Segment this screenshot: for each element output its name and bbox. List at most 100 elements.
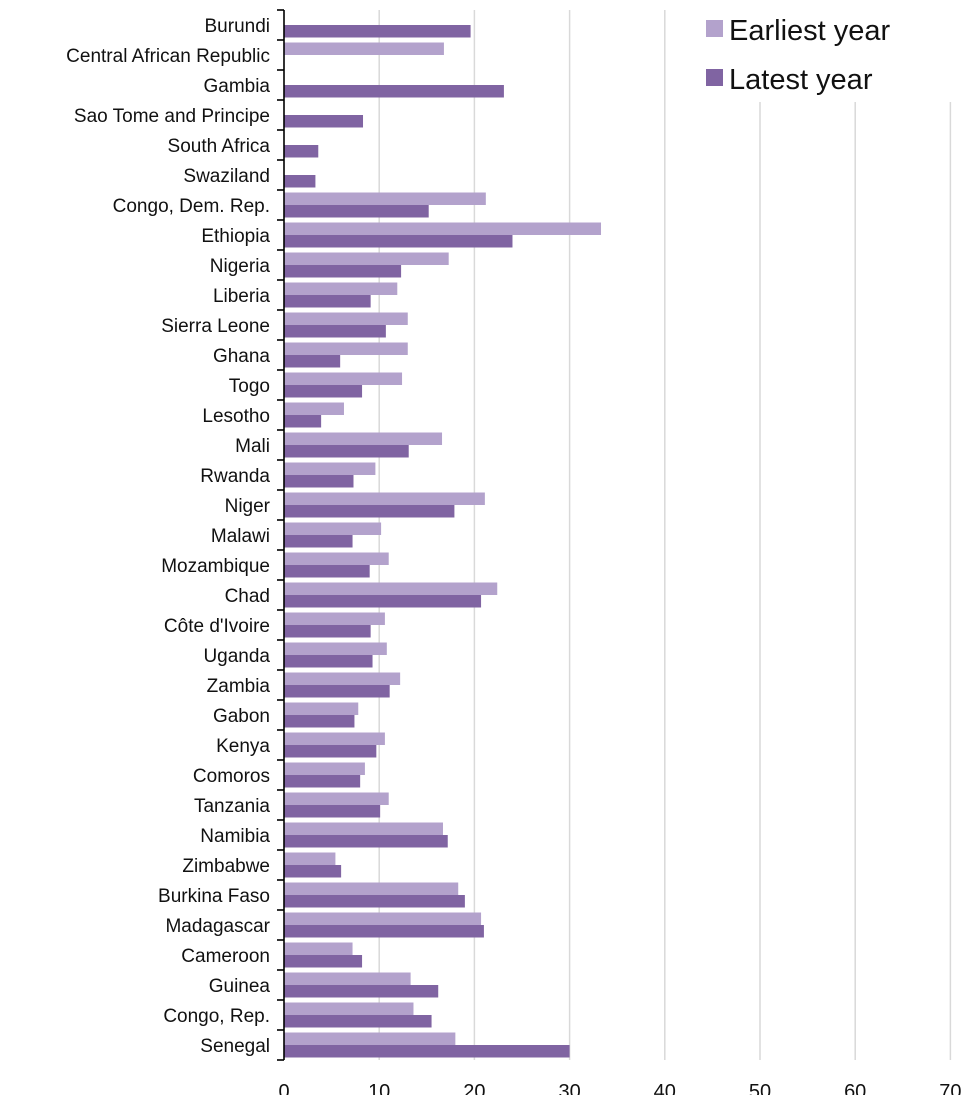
bar-earliest bbox=[284, 372, 403, 385]
bar-earliest bbox=[284, 612, 385, 625]
bar-latest bbox=[284, 175, 316, 188]
bar-earliest bbox=[284, 822, 443, 835]
bar-latest bbox=[284, 715, 355, 728]
x-tick-label: 60 bbox=[844, 1081, 866, 1095]
bar-earliest bbox=[284, 342, 408, 355]
bar-earliest bbox=[284, 762, 365, 775]
bar-latest bbox=[284, 265, 402, 278]
category-label: Central African Republic bbox=[66, 46, 270, 67]
category-label: Namibia bbox=[200, 826, 270, 847]
bar-latest bbox=[284, 505, 455, 518]
bar-earliest bbox=[284, 492, 485, 505]
bar-latest bbox=[284, 775, 361, 788]
bar-latest bbox=[284, 535, 353, 548]
bar-latest bbox=[284, 655, 373, 668]
bar-latest bbox=[284, 565, 370, 578]
bar-earliest bbox=[284, 312, 408, 325]
bar-latest bbox=[284, 295, 371, 308]
category-label: Nigeria bbox=[210, 256, 271, 277]
bar-earliest bbox=[284, 642, 387, 655]
x-tick-label: 50 bbox=[749, 1081, 771, 1095]
bar-earliest bbox=[284, 582, 498, 595]
category-label: Swaziland bbox=[183, 166, 270, 187]
category-label: Uganda bbox=[203, 646, 270, 667]
category-label: Congo, Rep. bbox=[163, 1006, 270, 1027]
bar-earliest bbox=[284, 552, 389, 565]
x-tick-label: 0 bbox=[278, 1081, 289, 1095]
bar-latest bbox=[284, 85, 504, 98]
bar-latest bbox=[284, 355, 341, 368]
bar-latest bbox=[284, 415, 322, 428]
bar-earliest bbox=[284, 702, 359, 715]
category-label: Mozambique bbox=[161, 556, 270, 577]
category-label: Gabon bbox=[213, 706, 270, 727]
x-tick-label: 70 bbox=[939, 1081, 961, 1095]
bar-latest bbox=[284, 115, 364, 128]
bar-latest bbox=[284, 685, 390, 698]
category-label: Burundi bbox=[205, 16, 271, 37]
bar-latest bbox=[284, 835, 448, 848]
bar-earliest bbox=[284, 222, 602, 235]
bar-latest bbox=[284, 595, 482, 608]
category-label: Niger bbox=[225, 496, 271, 517]
bar-earliest bbox=[284, 1002, 414, 1015]
bar-earliest bbox=[284, 942, 353, 955]
bar-earliest bbox=[284, 852, 336, 865]
category-label: Togo bbox=[229, 376, 270, 397]
bar-latest bbox=[284, 145, 319, 158]
legend-swatch bbox=[706, 20, 723, 37]
category-label: South Africa bbox=[168, 136, 271, 157]
category-label: Malawi bbox=[211, 526, 270, 547]
category-label: Ghana bbox=[213, 346, 270, 367]
bar-latest bbox=[284, 1045, 570, 1058]
bar-latest bbox=[284, 985, 439, 998]
category-label: Tanzania bbox=[194, 796, 270, 817]
category-label: Côte d'Ivoire bbox=[164, 616, 270, 637]
bar-earliest bbox=[284, 462, 376, 475]
bar-latest bbox=[284, 955, 363, 968]
bar-latest bbox=[284, 445, 409, 458]
bar-earliest bbox=[284, 1032, 456, 1045]
bar-latest bbox=[284, 385, 363, 398]
category-label: Guinea bbox=[209, 976, 271, 997]
bar-latest bbox=[284, 475, 354, 488]
bar-earliest bbox=[284, 882, 459, 895]
category-label: Rwanda bbox=[200, 466, 270, 487]
bar-latest bbox=[284, 745, 377, 758]
bar-earliest bbox=[284, 792, 389, 805]
x-tick-label: 10 bbox=[368, 1081, 390, 1095]
bar-earliest bbox=[284, 192, 486, 205]
category-label: Sierra Leone bbox=[161, 316, 270, 337]
bar-earliest bbox=[284, 432, 443, 445]
bar-latest bbox=[284, 25, 471, 38]
category-label: Congo, Dem. Rep. bbox=[113, 196, 270, 217]
legend-swatch bbox=[706, 69, 723, 86]
category-label: Burkina Faso bbox=[158, 886, 270, 907]
bar-latest bbox=[284, 925, 484, 938]
legend-label: Latest year bbox=[729, 64, 873, 96]
bar-earliest bbox=[284, 42, 444, 55]
bar-earliest bbox=[284, 672, 401, 685]
category-label: Kenya bbox=[216, 736, 270, 757]
bar-earliest bbox=[284, 402, 344, 415]
x-tick-label: 30 bbox=[558, 1081, 580, 1095]
category-label: Lesotho bbox=[202, 406, 270, 427]
bar-latest bbox=[284, 1015, 432, 1028]
category-label: Chad bbox=[225, 586, 270, 607]
bar-earliest bbox=[284, 972, 411, 985]
x-tick-label: 20 bbox=[463, 1081, 485, 1095]
bar-earliest bbox=[284, 732, 385, 745]
bar-earliest bbox=[284, 252, 449, 265]
bar-latest bbox=[284, 805, 381, 818]
bar-earliest bbox=[284, 282, 398, 295]
legend-label: Earliest year bbox=[729, 15, 891, 47]
category-label: Cameroon bbox=[181, 946, 270, 967]
x-tick-label: 40 bbox=[654, 1081, 676, 1095]
category-label: Zimbabwe bbox=[182, 856, 270, 877]
category-label: Gambia bbox=[203, 76, 270, 97]
bar-earliest bbox=[284, 522, 382, 535]
bar-latest bbox=[284, 865, 342, 878]
bar-latest bbox=[284, 625, 371, 638]
